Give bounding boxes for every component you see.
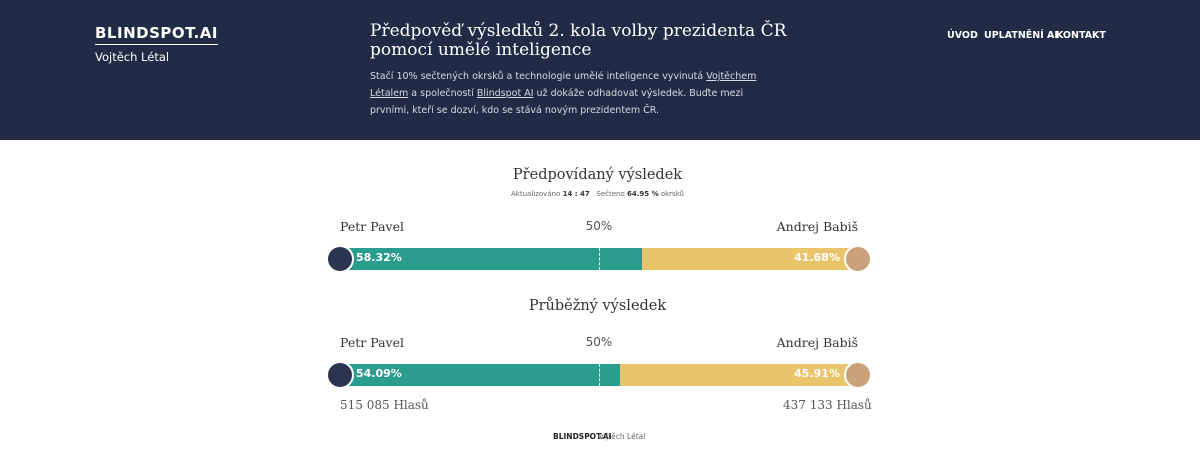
time: 14 : 47: [562, 190, 590, 198]
footer-logo[interactable]: BLINDSPOT.AI: [553, 432, 612, 441]
candidate-name: Andrej Babiš: [776, 335, 858, 350]
candidate-name: Petr Pavel: [340, 335, 404, 350]
page-title: Předpověď výsledků 2. kola volby prezide…: [370, 21, 787, 60]
result-bar: 58.32% 41.68%: [340, 248, 858, 270]
bar-segment: 58.32%: [340, 248, 643, 270]
label: okrsků: [660, 190, 684, 198]
author: Vojtěch Létal: [95, 50, 170, 64]
avatar: [326, 361, 354, 389]
votes: 515 085 Hlasů: [340, 398, 429, 412]
intro-text: a společností: [411, 88, 474, 99]
label: Aktualizováno: [511, 190, 561, 198]
footer-author: Vojtěch Létal: [597, 432, 646, 441]
label: Sečteno: [596, 190, 625, 198]
intro-link[interactable]: Blindspot AI: [476, 88, 534, 99]
avatar: [844, 245, 872, 273]
counted: 64.95 %: [627, 190, 659, 198]
midpoint-line: [599, 248, 600, 270]
nav-link[interactable]: UPLATNĚNÍ AI: [984, 30, 1058, 41]
bar-segment: 45.91%: [620, 364, 858, 386]
bar-label: 58.32%: [356, 251, 402, 264]
bar-label: 54.09%: [356, 367, 402, 380]
section-title: Průběžný výsledek: [528, 298, 667, 314]
nav-link[interactable]: ÚVOD: [947, 30, 978, 41]
avatar: [844, 361, 872, 389]
midpoint-label: 50%: [585, 219, 613, 233]
candidate-name: Petr Pavel: [340, 219, 404, 234]
intro: Stačí 10% sečtených okrsků a technologie…: [370, 68, 770, 119]
midpoint-line: [599, 364, 600, 386]
bar-segment: 54.09%: [340, 364, 621, 386]
logo[interactable]: BLINDSPOT.AI: [95, 24, 218, 45]
votes: 437 133 Hlasů: [783, 398, 872, 412]
bar-label: 45.91%: [794, 367, 840, 380]
nav-link[interactable]: KONTAKT: [1056, 30, 1106, 41]
result-bar: 54.09% 45.91%: [340, 364, 858, 386]
candidate-name: Andrej Babiš: [776, 219, 858, 234]
section-title: Předpovídaný výsledek: [512, 167, 683, 183]
midpoint-label: 50%: [585, 335, 613, 349]
avatar: [326, 245, 354, 273]
intro-text: už dokáže odhadovat výsledek. Buďte mezi…: [370, 88, 744, 116]
update-info: Aktualizováno 14 : 47 Sečteno 64.95 % ok…: [0, 190, 1195, 198]
intro-link[interactable]: Vojtěchem Létalem: [370, 71, 757, 99]
bar-label: 41.68%: [794, 251, 840, 264]
header: BLINDSPOT.AI Vojtěch Létal Předpověď výs…: [0, 0, 1200, 140]
bar-segment: 41.68%: [642, 248, 858, 270]
intro-text: Stačí 10% sečtených okrsků a technologie…: [370, 71, 704, 82]
